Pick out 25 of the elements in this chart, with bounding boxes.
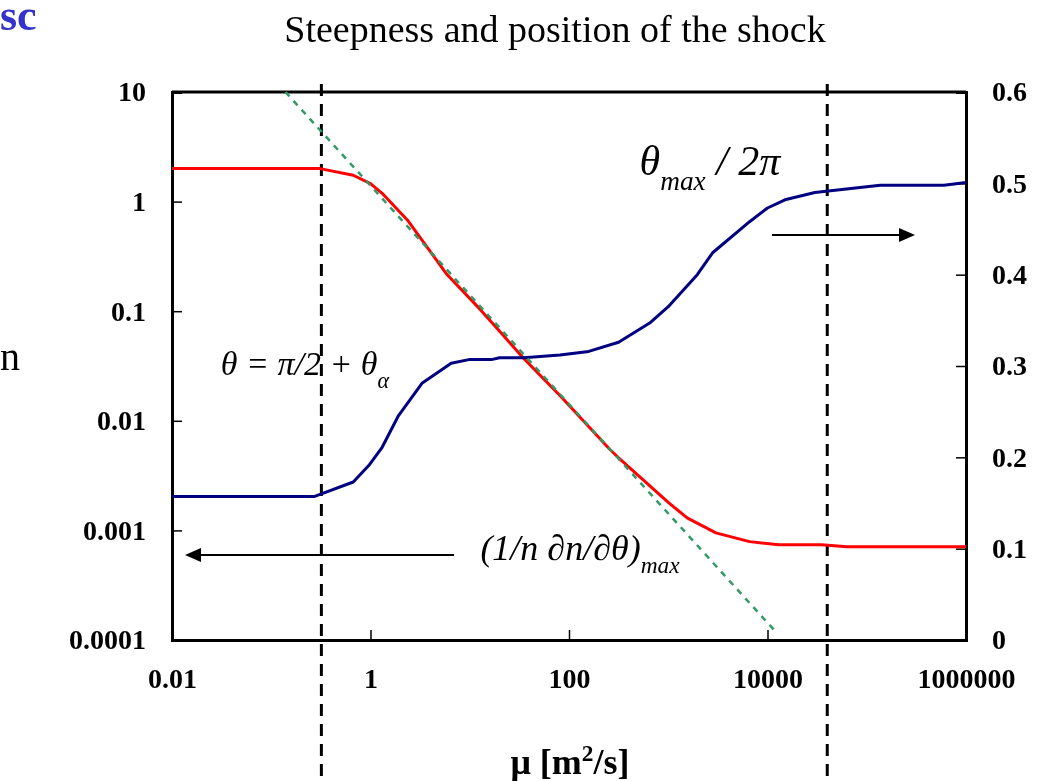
y2-tick-label: 0.5 [992,167,1027,199]
x-tick-label: 100 [548,662,591,694]
y2-tick-label: 0.6 [992,76,1027,108]
y-tick-label: 1 [132,186,146,218]
annotation: (1/n ∂n/∂θ)$_{max}$ [480,528,681,578]
y-axis-title: n [0,334,20,379]
y-tick-label: 10 [118,76,146,108]
y-tick-label: 0.001 [83,514,146,546]
text: sc [0,0,37,40]
x-tick-label: 1000000 [917,662,1016,694]
annotation: θ = π/2 + θ$_{α}$ [220,345,390,393]
y-tick-label: 0.0001 [69,624,146,656]
y2-tick-label: 0.4 [992,259,1027,291]
y-tick-label: 0.01 [97,405,146,437]
x-axis-title: μ [m$^{2}$/s] [510,740,630,781]
y2-tick-label: 0.2 [992,441,1027,473]
annotation: θ$_{max}$ / 2π [639,138,782,196]
y2-tick-label: 0.3 [992,350,1027,382]
y2-tick-label: 0.1 [992,533,1027,565]
chart-title: Steepness and position of the shock [284,8,826,50]
x-tick-label: 0.01 [148,662,197,694]
x-tick-label: 10000 [733,662,803,694]
y-tick-label: 0.1 [111,295,146,327]
y2-tick-label: 0 [992,624,1006,656]
x-tick-label: 1 [364,662,378,694]
